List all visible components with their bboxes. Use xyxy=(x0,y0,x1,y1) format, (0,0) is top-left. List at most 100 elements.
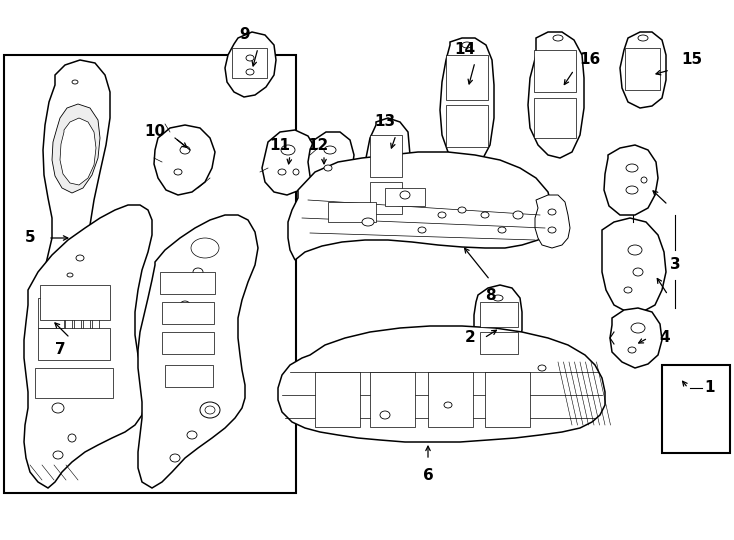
Bar xyxy=(4,55,296,493)
Ellipse shape xyxy=(638,35,648,41)
Ellipse shape xyxy=(633,268,643,276)
Ellipse shape xyxy=(481,212,489,218)
Ellipse shape xyxy=(626,164,638,172)
Polygon shape xyxy=(528,32,584,158)
Ellipse shape xyxy=(180,301,190,309)
Bar xyxy=(446,55,488,100)
Ellipse shape xyxy=(52,403,64,413)
Text: 4: 4 xyxy=(660,330,670,346)
Ellipse shape xyxy=(458,207,466,213)
Polygon shape xyxy=(154,125,215,195)
Bar xyxy=(625,48,660,90)
Bar xyxy=(38,298,64,328)
Polygon shape xyxy=(440,38,494,165)
Ellipse shape xyxy=(180,146,190,154)
Ellipse shape xyxy=(438,212,446,218)
Text: 15: 15 xyxy=(681,52,702,68)
Bar xyxy=(370,135,402,177)
Ellipse shape xyxy=(281,145,295,155)
Text: 1: 1 xyxy=(705,381,715,395)
Ellipse shape xyxy=(293,169,299,175)
Bar xyxy=(370,372,415,427)
Polygon shape xyxy=(610,308,662,368)
Ellipse shape xyxy=(170,454,180,462)
Text: 13: 13 xyxy=(374,114,396,130)
Text: 11: 11 xyxy=(269,138,291,152)
Text: 2: 2 xyxy=(465,330,476,346)
Ellipse shape xyxy=(362,218,374,226)
Ellipse shape xyxy=(76,255,84,261)
Polygon shape xyxy=(43,60,110,326)
Bar xyxy=(485,372,530,427)
Polygon shape xyxy=(620,32,666,108)
Ellipse shape xyxy=(68,434,76,442)
Ellipse shape xyxy=(548,209,556,215)
Ellipse shape xyxy=(324,165,332,171)
Bar xyxy=(160,272,215,294)
Bar xyxy=(534,98,576,138)
Ellipse shape xyxy=(191,238,219,258)
Ellipse shape xyxy=(400,191,410,199)
Ellipse shape xyxy=(187,431,197,439)
Ellipse shape xyxy=(513,211,523,219)
Bar xyxy=(480,332,518,354)
Ellipse shape xyxy=(324,146,336,154)
Ellipse shape xyxy=(72,80,78,84)
Ellipse shape xyxy=(628,245,642,255)
Ellipse shape xyxy=(278,169,286,175)
Polygon shape xyxy=(52,104,100,193)
Ellipse shape xyxy=(498,227,506,233)
Ellipse shape xyxy=(197,242,213,254)
Text: 7: 7 xyxy=(55,342,65,357)
Ellipse shape xyxy=(493,295,503,301)
Text: 8: 8 xyxy=(484,287,495,302)
Polygon shape xyxy=(604,145,658,215)
Ellipse shape xyxy=(628,347,636,353)
Bar xyxy=(35,368,113,398)
Polygon shape xyxy=(36,290,66,338)
Polygon shape xyxy=(262,130,315,195)
Ellipse shape xyxy=(553,35,563,41)
Ellipse shape xyxy=(626,186,638,194)
Polygon shape xyxy=(288,152,552,260)
Polygon shape xyxy=(225,32,276,97)
Polygon shape xyxy=(278,326,605,442)
Ellipse shape xyxy=(174,169,182,175)
Ellipse shape xyxy=(200,402,220,418)
Polygon shape xyxy=(24,205,152,488)
Polygon shape xyxy=(138,215,258,488)
Ellipse shape xyxy=(641,177,647,183)
Polygon shape xyxy=(308,132,354,188)
Polygon shape xyxy=(602,218,666,312)
Text: 9: 9 xyxy=(240,28,250,43)
Bar xyxy=(40,285,110,320)
Ellipse shape xyxy=(418,227,426,233)
Bar xyxy=(480,302,518,327)
Ellipse shape xyxy=(53,451,63,459)
Polygon shape xyxy=(474,285,522,362)
Bar xyxy=(38,328,110,360)
Ellipse shape xyxy=(462,42,472,48)
Ellipse shape xyxy=(538,365,546,371)
Text: 16: 16 xyxy=(579,52,600,68)
Ellipse shape xyxy=(246,55,254,61)
Bar xyxy=(446,105,488,147)
Bar xyxy=(662,365,730,453)
Ellipse shape xyxy=(444,402,452,408)
Text: 14: 14 xyxy=(454,43,476,57)
Text: 3: 3 xyxy=(669,258,680,273)
Bar xyxy=(315,372,360,427)
Bar xyxy=(385,188,425,206)
Ellipse shape xyxy=(67,273,73,277)
Ellipse shape xyxy=(631,323,645,333)
Bar xyxy=(232,48,267,78)
Bar xyxy=(165,365,213,387)
Text: 12: 12 xyxy=(308,138,329,152)
Bar xyxy=(162,302,214,324)
Bar xyxy=(162,332,214,354)
Ellipse shape xyxy=(380,411,390,419)
Bar xyxy=(328,202,376,222)
Text: 6: 6 xyxy=(423,468,433,483)
Bar xyxy=(370,182,402,214)
Ellipse shape xyxy=(205,406,215,414)
